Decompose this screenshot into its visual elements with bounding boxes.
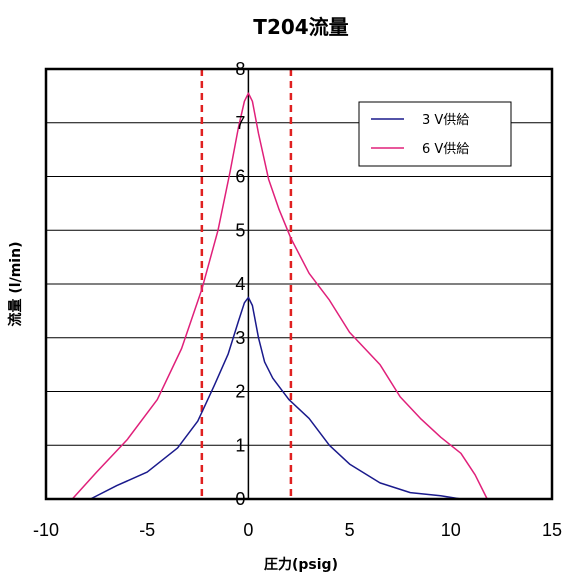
series-lines <box>71 92 488 500</box>
series-line-1 <box>71 92 488 500</box>
x-tick-label-0: -10 <box>33 520 59 540</box>
y-tick-label-4: 4 <box>235 274 245 294</box>
y-tick-label-0: 0 <box>235 489 245 509</box>
x-tick-label-1: -5 <box>139 520 155 540</box>
y-tick-labels: 0 1 2 3 4 5 6 7 8 <box>235 59 245 509</box>
grid-lines <box>46 69 552 499</box>
plot-area-border <box>44 67 554 501</box>
legend-label-6v: 6 V供給 <box>422 142 469 157</box>
legend: 3 V供給 6 V供給 <box>358 101 512 167</box>
y-tick-label-7: 7 <box>235 113 245 133</box>
x-axis-title: 圧力(psig) <box>264 556 338 573</box>
x-tick-label-2: 0 <box>243 520 253 540</box>
y-tick-label-2: 2 <box>235 382 245 402</box>
x-tick-label-3: 5 <box>345 520 355 540</box>
y-tick-label-6: 6 <box>235 167 245 187</box>
x-tick-labels: -10 -5 0 5 10 15 <box>33 520 562 540</box>
y-tick-label-5: 5 <box>235 220 245 240</box>
series-line-0 <box>90 296 462 500</box>
x-tick-label-5: 15 <box>542 520 562 540</box>
y-tick-label-1: 1 <box>235 435 245 455</box>
y-axis-title: 流量 (l/min) <box>7 242 24 327</box>
y-tick-label-8: 8 <box>235 59 245 79</box>
chart-title: T204流量 <box>253 15 348 39</box>
x-tick-label-4: 10 <box>441 520 461 540</box>
legend-label-3v: 3 V供給 <box>422 113 469 128</box>
legend-box <box>358 101 512 167</box>
y-tick-label-3: 3 <box>235 328 245 348</box>
